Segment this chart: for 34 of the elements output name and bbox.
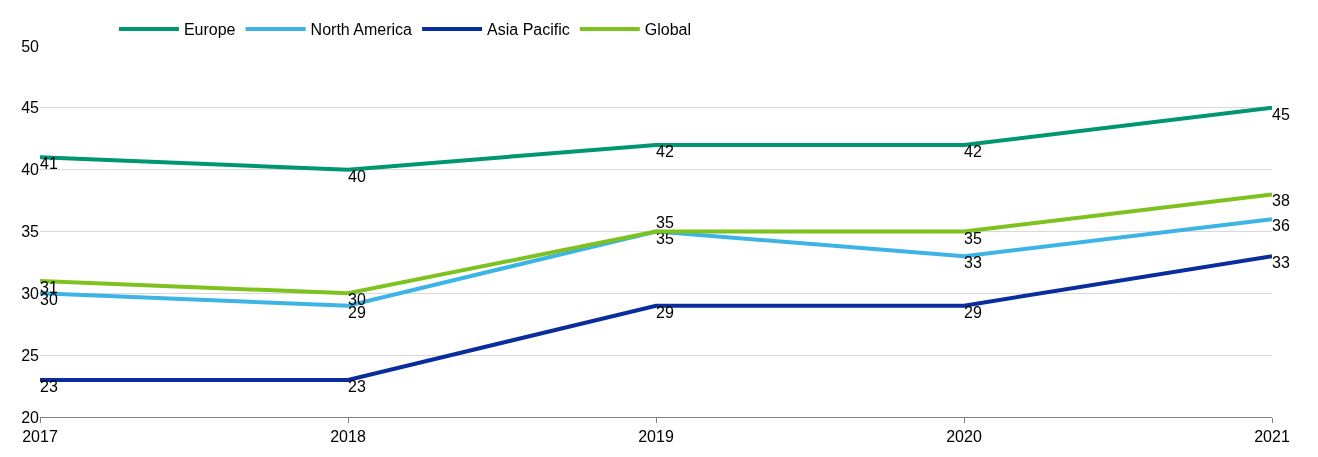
legend-label: Europe [183, 21, 236, 39]
data-label: 33 [964, 254, 982, 272]
data-label: 38 [1272, 192, 1290, 210]
y-tick-label: 25 [21, 346, 40, 364]
x-tick-label: 2019 [638, 428, 674, 446]
data-label: 29 [656, 303, 674, 321]
data-label: 36 [1272, 217, 1290, 235]
data-label: 45 [1272, 105, 1290, 123]
data-label: 29 [964, 303, 982, 321]
data-label: 23 [40, 377, 58, 395]
x-tick-label: 2017 [22, 428, 58, 446]
data-label: 35 [656, 213, 674, 231]
y-tick-label: 50 [21, 37, 40, 55]
data-label: 31 [40, 278, 58, 296]
x-tick-label: 2020 [946, 428, 982, 446]
y-tick-label: 30 [21, 284, 40, 302]
line-series [40, 217, 1272, 308]
data-label: 42 [964, 142, 982, 160]
data-label: 41 [40, 155, 58, 173]
data-label: 42 [656, 142, 674, 160]
y-tick-label: 20 [21, 408, 40, 426]
x-tick-label: 2018 [330, 428, 366, 446]
data-label: 40 [348, 167, 366, 185]
legend-label: Asia Pacific [487, 21, 570, 39]
y-tick-label: 40 [21, 161, 40, 179]
line-series [40, 105, 1272, 172]
data-label: 23 [348, 377, 366, 395]
data-label: 33 [1272, 254, 1290, 272]
y-tick-label: 45 [21, 99, 40, 117]
x-tick-label: 2021 [1254, 428, 1290, 446]
legend-label: Global [644, 21, 692, 39]
data-label: 35 [964, 229, 982, 247]
legend-label: North America [310, 21, 413, 39]
y-tick-label: 35 [21, 223, 40, 241]
